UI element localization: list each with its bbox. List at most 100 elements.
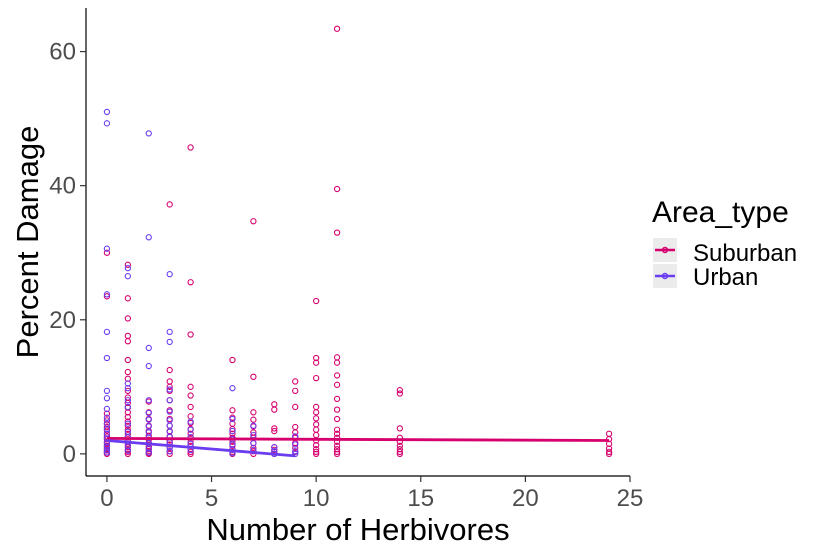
- point-suburban: [333, 185, 341, 193]
- point-suburban: [292, 444, 299, 451]
- point-urban: [124, 273, 131, 280]
- point-suburban: [187, 403, 194, 411]
- legend-title: Area_type: [652, 196, 789, 229]
- point-suburban: [313, 409, 320, 416]
- legend-label-urban: Urban: [693, 264, 758, 291]
- point-suburban: [292, 403, 299, 411]
- point-suburban: [103, 417, 111, 424]
- point-urban: [145, 344, 152, 352]
- point-urban: [166, 408, 173, 415]
- point-urban: [103, 354, 111, 362]
- point-urban: [103, 328, 111, 335]
- point-suburban: [333, 372, 341, 379]
- point-urban: [166, 397, 173, 404]
- point-suburban: [166, 383, 173, 390]
- point-suburban: [313, 374, 320, 382]
- point-urban: [166, 271, 173, 278]
- point-urban: [103, 449, 111, 456]
- point-suburban: [333, 415, 341, 423]
- point-suburban: [605, 450, 613, 458]
- point-urban: [145, 449, 152, 456]
- point-urban: [166, 422, 173, 429]
- point-urban: [124, 264, 131, 272]
- point-suburban: [333, 442, 341, 449]
- point-urban: [271, 444, 278, 451]
- point-suburban: [313, 442, 320, 449]
- point-suburban: [229, 407, 236, 414]
- point-urban: [292, 448, 299, 455]
- point-urban: [124, 447, 131, 454]
- x-axis-title: Number of Herbivores: [206, 512, 509, 547]
- fit-line-urban: [106, 439, 296, 458]
- point-suburban: [166, 378, 173, 385]
- point-suburban: [313, 448, 320, 456]
- point-suburban: [250, 416, 257, 423]
- point-suburban: [333, 448, 341, 456]
- point-suburban: [124, 418, 131, 425]
- point-suburban: [292, 423, 299, 431]
- point-suburban: [313, 403, 320, 411]
- point-suburban: [313, 359, 320, 366]
- point-urban: [187, 418, 194, 425]
- x-tick-label: 20: [512, 485, 539, 512]
- point-suburban: [333, 25, 341, 32]
- point-suburban: [124, 430, 131, 437]
- point-suburban: [124, 356, 131, 364]
- point-urban: [229, 415, 236, 423]
- point-suburban: [229, 356, 236, 364]
- legend: Area_type Suburban Urban: [652, 196, 797, 291]
- point-suburban: [187, 279, 194, 286]
- point-suburban: [124, 315, 131, 322]
- point-suburban: [187, 392, 194, 399]
- point-urban: [145, 234, 152, 241]
- point-urban: [103, 395, 111, 402]
- points-layer: [103, 25, 613, 458]
- fit-lines-layer: [106, 437, 610, 458]
- point-suburban: [313, 297, 320, 305]
- point-urban: [166, 338, 173, 346]
- point-suburban: [250, 373, 257, 380]
- point-suburban: [313, 426, 320, 433]
- point-suburban: [271, 427, 278, 435]
- x-tick-label: 0: [100, 485, 113, 512]
- point-suburban: [187, 383, 194, 390]
- point-urban: [166, 386, 173, 393]
- point-suburban: [103, 423, 111, 431]
- point-suburban: [124, 368, 131, 376]
- point-suburban: [271, 425, 278, 432]
- point-urban: [145, 416, 152, 423]
- point-suburban: [292, 378, 299, 385]
- point-suburban: [333, 359, 341, 366]
- point-urban: [124, 385, 131, 392]
- point-urban: [166, 448, 173, 455]
- point-urban: [250, 439, 257, 447]
- point-suburban: [333, 381, 341, 388]
- point-suburban: [313, 415, 320, 422]
- point-suburban: [187, 430, 194, 437]
- point-suburban: [605, 448, 613, 456]
- point-suburban: [250, 409, 257, 416]
- point-urban: [145, 362, 152, 370]
- fit-line-suburban: [106, 437, 610, 442]
- point-suburban: [166, 450, 173, 458]
- point-suburban: [333, 229, 341, 236]
- point-suburban: [166, 366, 173, 374]
- y-tick-label: 40: [49, 173, 76, 200]
- x-ticks-layer: 0 5 10 15 20 25: [100, 476, 643, 512]
- point-suburban: [333, 406, 341, 413]
- point-urban: [124, 397, 131, 404]
- point-suburban: [333, 450, 341, 458]
- point-urban: [124, 403, 131, 411]
- point-urban: [145, 130, 152, 137]
- point-suburban: [187, 331, 194, 338]
- legend-marker-urban: [661, 272, 669, 280]
- point-urban: [103, 387, 111, 394]
- point-urban: [103, 108, 111, 116]
- point-suburban: [396, 425, 403, 432]
- point-suburban: [187, 450, 194, 458]
- point-suburban: [124, 450, 131, 458]
- point-suburban: [187, 413, 194, 420]
- point-urban: [145, 409, 152, 417]
- x-tick-label: 15: [407, 485, 434, 512]
- y-ticks-layer: 0 20 40 60: [49, 39, 86, 468]
